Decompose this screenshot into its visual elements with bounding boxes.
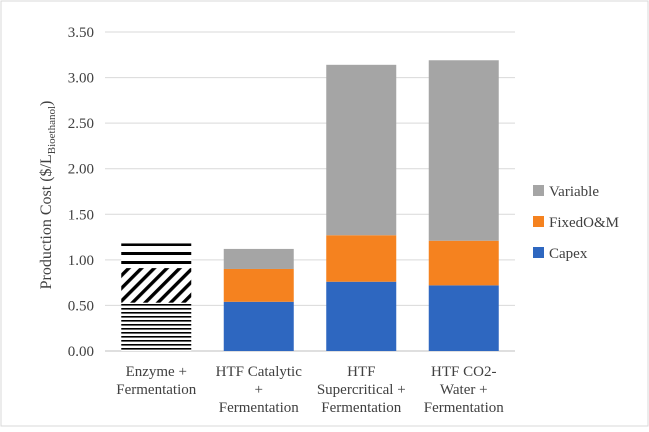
bar-segment [223, 301, 294, 351]
bar-segment [326, 281, 397, 351]
y-tick-label: 3.00 [68, 71, 94, 87]
legend-swatch [533, 247, 544, 258]
x-tick-label-line: Fermentation [219, 400, 299, 416]
x-tick-label-line: + [255, 382, 263, 398]
x-tick-label-line: Enzyme + [126, 364, 187, 380]
bar-segment [121, 243, 192, 269]
y-axis-label: Production Cost ($/LBioethanol) [38, 101, 58, 290]
x-tick-label-line: HTF CO2- [431, 364, 496, 380]
y-axis-label-end: ) [38, 101, 55, 106]
bar-segment [326, 64, 397, 236]
y-axis-label-main: Production Cost ($/L [38, 154, 55, 289]
y-axis-label-sub: Bioethanol [46, 106, 58, 154]
y-tick-label: 3.50 [68, 25, 94, 41]
x-tick-label-line: HTF Catalytic [216, 364, 303, 380]
y-tick-labels: 0.00 0.50 1.00 1.50 2.00 2.50 3.00 3.50 [68, 25, 94, 360]
legend-label: Variable [549, 184, 599, 200]
bar-segment [121, 268, 192, 303]
bar-segment [223, 248, 294, 269]
x-tick-labels: Enzyme + Fermentation HTF Catalytic + Fermen… [116, 364, 504, 416]
legend-label: FixedO&M [549, 215, 619, 231]
x-tick-label-line: Water + [440, 382, 488, 398]
x-tick-label-line: Fermentation [116, 382, 196, 398]
legend-swatch [533, 216, 544, 227]
bar-segment [428, 60, 499, 241]
x-tick-label-line: Fermentation [424, 400, 504, 416]
x-tick-label: HTF CO2- Water + Fermentation [424, 364, 504, 416]
x-tick-label: HTF Catalytic + Fermentation [216, 364, 303, 416]
y-tick-label: 0.00 [68, 344, 94, 360]
bar-segment [428, 285, 499, 351]
legend: Variable FixedO&M Capex [533, 184, 619, 262]
y-tick-label: 0.50 [68, 298, 94, 314]
bar-segment [223, 268, 294, 302]
y-tick-label: 2.00 [68, 162, 94, 178]
y-tick-label: 2.50 [68, 116, 94, 132]
bar-segment [121, 302, 192, 351]
x-tick-label-line: Supercritical + [317, 382, 406, 398]
x-tick-label-line: Fermentation [321, 400, 401, 416]
x-tick-label: HTF Supercritical + Fermentation [317, 364, 406, 416]
y-tick-label: 1.50 [68, 207, 94, 223]
x-tick-label: Enzyme + Fermentation [116, 364, 196, 398]
legend-swatch [533, 185, 544, 196]
bar-segment [428, 240, 499, 286]
x-tick-label-line: HTF [347, 364, 375, 380]
y-tick-label: 1.00 [68, 253, 94, 269]
bar-segment [326, 235, 397, 282]
bars [121, 60, 499, 351]
legend-label: Capex [549, 246, 588, 262]
